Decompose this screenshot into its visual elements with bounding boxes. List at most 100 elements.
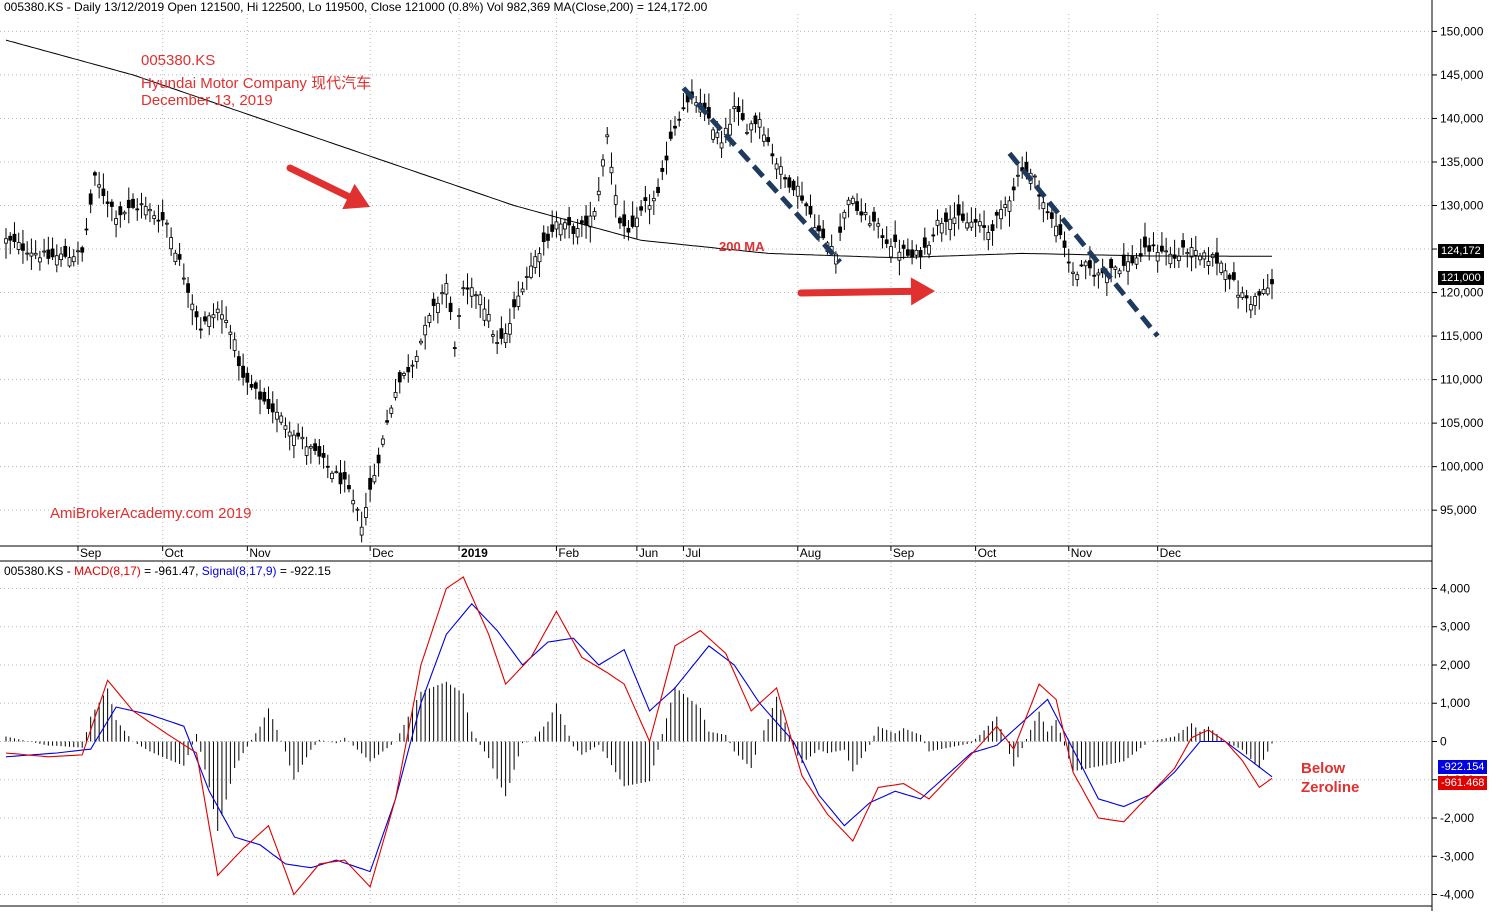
candle-body [922,237,927,248]
candle-body [520,288,525,293]
candle-body [889,246,893,258]
candle-body [990,224,995,231]
candle-body [452,347,457,349]
candle-body [795,185,800,197]
candle-body [850,197,855,204]
month-label: 2019 [461,546,488,560]
signal-label: Signal(8,17,9) [201,564,277,578]
candle-body [1134,257,1139,265]
candle-body [376,454,381,464]
candle-body [524,276,529,278]
candle-body [546,233,550,241]
candle-body [1155,252,1160,262]
candle-body [579,220,584,224]
candle-body [414,355,419,362]
candle-body [1121,254,1126,266]
candle-body [156,219,161,222]
candle-body [313,443,317,451]
candle-body [618,217,622,224]
candle-body [228,331,233,335]
candle-body [622,214,627,227]
candle-body [643,197,648,202]
candle-body [728,123,732,136]
candle-body [749,123,754,131]
candle-body [279,415,284,423]
candle-body [486,314,491,322]
macd-tick-label: -4,000 [1440,888,1474,902]
candle-body [762,134,766,142]
candle-body [927,244,931,255]
candle-body [817,225,821,232]
candle-body [757,119,762,128]
candle-body [423,324,428,336]
candle-body [1071,271,1075,274]
candle-body [266,398,271,409]
candle-body [207,315,212,327]
price-tick-label: 120,000 [1440,286,1484,300]
macd-tick-label: -3,000 [1440,849,1474,863]
candle-body [910,249,915,258]
candle-body [393,392,398,398]
candle-body [1151,244,1156,247]
candle-body [338,472,343,485]
candle-body [54,255,59,266]
candle-body [1231,272,1236,280]
candle-body [1126,261,1130,272]
candle-body [300,436,305,440]
candle-body [673,125,677,129]
candle-body [550,224,555,232]
candle-body [1236,294,1241,298]
macd-value: = -961.47, [140,564,202,578]
candle-body [783,177,787,180]
price-tick-label: 135,000 [1440,155,1484,169]
candle-body [482,308,487,321]
month-label: Jun [639,546,658,560]
candle-body [973,219,978,223]
candle-body [397,372,402,383]
candle-body [575,228,580,238]
candle-body [1058,224,1063,236]
ticker-annotation: 005380.KS [141,52,216,69]
candle-body [584,215,588,226]
candle-body [901,244,906,249]
candle-body [656,186,660,194]
candle-body [804,203,809,207]
candle-body [1041,202,1046,210]
candle-body [563,222,567,230]
candle-body [80,247,85,253]
candle-body [457,315,461,317]
candle-body [76,250,80,253]
candle-body [203,316,207,322]
candle-body [402,372,406,376]
price-tick-label: 145,000 [1440,68,1484,82]
candle-body [516,295,521,307]
candle-body [406,367,411,373]
candle-body [664,155,669,161]
candle-body [558,223,563,236]
candle-body [220,314,224,320]
candle-body [1032,175,1037,178]
candle-body [440,292,445,295]
candle-body [275,411,279,420]
candle-body [880,235,885,238]
candle-body [1261,289,1266,294]
trendline-2 [1007,151,1160,338]
candle-body [122,211,127,215]
candle-body [347,485,351,490]
candle-body [270,403,275,413]
candle-body [1244,295,1249,299]
candle-body [435,302,440,313]
candle-body [232,339,237,351]
candle-body [1185,252,1190,255]
candle-body [359,526,364,536]
candle-body [808,206,813,215]
candle-body [8,235,13,241]
candle-body [770,153,775,157]
candle-body [956,204,961,216]
candle-body [872,211,876,222]
candle-body [1016,174,1020,177]
candle-body [50,248,55,258]
candle-body [507,323,512,335]
candle-body [677,118,682,121]
candle-body [609,166,614,174]
